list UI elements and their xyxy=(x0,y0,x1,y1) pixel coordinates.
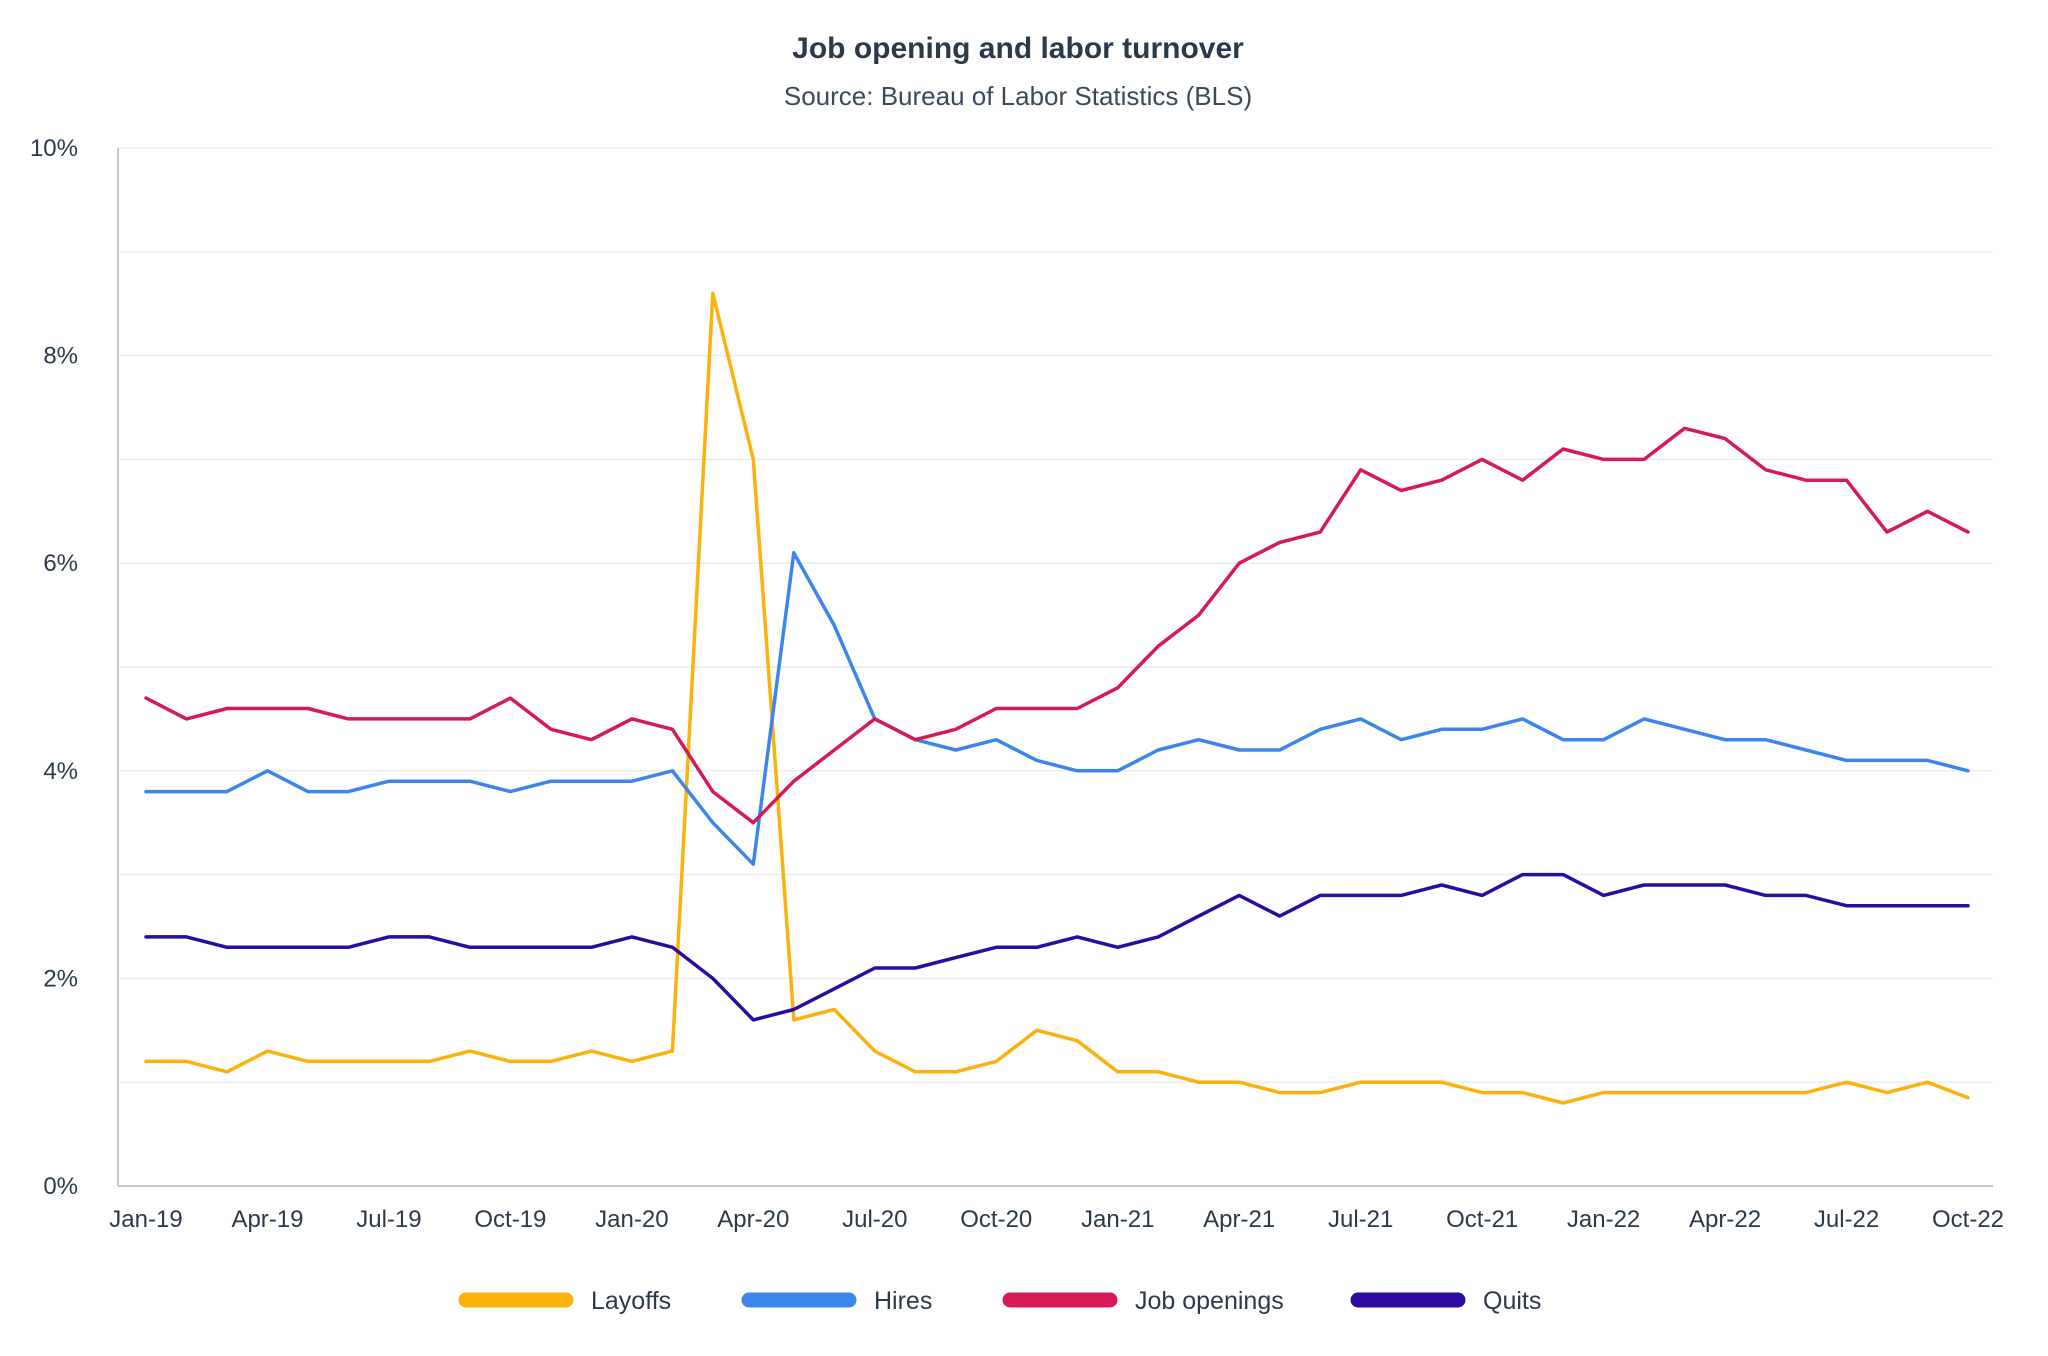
axes xyxy=(117,148,1993,1187)
x-tick-label: Jul-22 xyxy=(1814,1206,1879,1233)
grid-lines xyxy=(118,147,1993,1083)
y-tick-label: 0% xyxy=(43,1173,78,1200)
x-tick-label: Oct-21 xyxy=(1446,1206,1518,1233)
legend-label-quits: Quits xyxy=(1483,1287,1541,1315)
legend-label-hires: Hires xyxy=(874,1287,932,1315)
x-tick-label: Jan-22 xyxy=(1567,1206,1640,1233)
x-tick-label: Jul-21 xyxy=(1328,1206,1393,1233)
y-axis-ticks: 0% 2% 4% 6% 8% 10% xyxy=(30,135,78,1200)
x-tick-label: Jul-20 xyxy=(842,1206,907,1233)
x-tick-label: Apr-21 xyxy=(1203,1206,1275,1233)
legend-label-layoffs: Layoffs xyxy=(591,1287,671,1315)
series-lines xyxy=(144,291,1970,1105)
x-tick-label: Oct-19 xyxy=(474,1206,546,1233)
series-line-hires xyxy=(144,551,1970,866)
series-line-quits xyxy=(144,872,1970,1022)
x-tick-label: Jul-19 xyxy=(356,1206,421,1233)
x-tick-label: Jan-21 xyxy=(1081,1206,1154,1233)
x-tick-label: Apr-20 xyxy=(717,1206,789,1233)
chart-subtitle: Source: Bureau of Labor Statistics (BLS) xyxy=(784,81,1252,111)
y-tick-label: 2% xyxy=(43,965,78,992)
y-tick-label: 6% xyxy=(43,550,78,577)
x-tick-label: Oct-20 xyxy=(960,1206,1032,1233)
series-line-layoffs xyxy=(144,291,1970,1105)
x-tick-label: Apr-22 xyxy=(1689,1206,1761,1233)
chart-title: Job opening and labor turnover xyxy=(792,32,1244,65)
x-tick-label: Oct-22 xyxy=(1932,1206,2004,1233)
x-tick-label: Apr-19 xyxy=(231,1206,303,1233)
legend: Layoffs Hires Job openings Quits xyxy=(458,1287,1541,1315)
y-tick-label: 8% xyxy=(43,343,78,370)
x-axis-ticks: Jan-19 Apr-19 Jul-19 Oct-19 Jan-20 Apr-20 Jul-… xyxy=(109,1206,2004,1233)
x-tick-label: Jan-19 xyxy=(109,1206,182,1233)
series-line-job-openings xyxy=(144,426,1970,825)
legend-label-job-openings: Job openings xyxy=(1135,1287,1284,1315)
y-tick-label: 10% xyxy=(30,135,78,162)
x-tick-label: Jan-20 xyxy=(595,1206,668,1233)
y-tick-label: 4% xyxy=(43,758,78,785)
